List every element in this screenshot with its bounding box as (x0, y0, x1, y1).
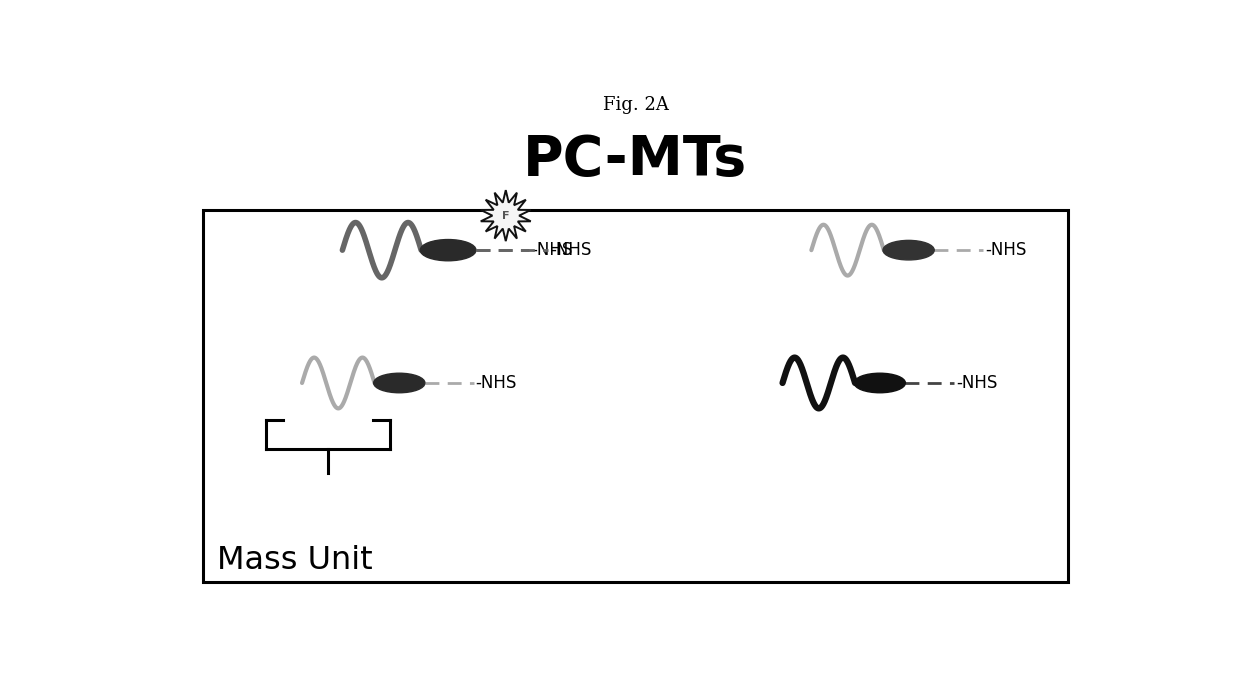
Text: Mass Unit: Mass Unit (217, 546, 373, 576)
Ellipse shape (883, 240, 934, 260)
Ellipse shape (420, 239, 476, 261)
Text: -NHS: -NHS (531, 241, 572, 259)
Text: -NHS: -NHS (551, 241, 591, 259)
Bar (203, 210, 1068, 582)
Text: -NHS: -NHS (475, 374, 517, 392)
Text: Fig. 2A: Fig. 2A (603, 96, 668, 114)
Text: -NHS: -NHS (985, 241, 1027, 259)
Text: F: F (502, 210, 510, 221)
Polygon shape (481, 190, 531, 241)
Text: PC-MTs: PC-MTs (523, 133, 748, 187)
Ellipse shape (373, 373, 425, 393)
Text: -NHS: -NHS (956, 374, 997, 392)
Ellipse shape (854, 373, 905, 393)
